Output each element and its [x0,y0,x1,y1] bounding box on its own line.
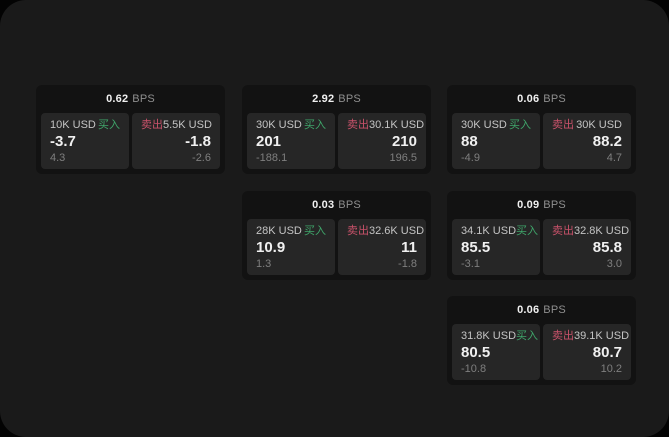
bps-value: 2.92 [312,93,335,105]
bps-value: 0.62 [106,93,129,105]
sell-tile[interactable]: 卖出 30.1K USD 210 196.5 [338,113,426,169]
sell-tile[interactable]: 卖出 39.1K USD 80.7 10.2 [543,324,631,380]
sell-price: 80.7 [592,343,622,361]
bps-unit: BPS [543,304,566,316]
bps-value: 0.03 [312,199,335,211]
bps-header: 0.06 BPS [447,85,636,113]
bps-value: 0.09 [517,199,540,211]
buy-tile[interactable]: 34.1K USD 买入 85.5 -3.1 [452,219,540,275]
buy-side-label: 买入 [516,330,539,342]
sell-amount: 39.1K USD [574,330,630,342]
sell-amount: 30.1K USD [369,119,425,131]
quote-tiles: 31.8K USD 买入 80.5 -10.8 卖出 39.1K USD 80.… [447,324,636,385]
quote-tiles: 30K USD 买入 201 -188.1 卖出 30.1K USD 210 1… [242,113,431,174]
buy-tile[interactable]: 31.8K USD 买入 80.5 -10.8 [452,324,540,380]
sell-price: 210 [391,132,417,150]
sell-side-label: 卖出 [552,330,574,342]
bps-unit: BPS [543,199,566,211]
sell-sub-value: -2.6 [192,152,211,164]
bps-header: 0.06 BPS [447,296,636,324]
bps-header: 2.92 BPS [242,85,431,113]
buy-sub-value: 4.3 [50,152,66,164]
quote-card-1[interactable]: 2.92 BPS 30K USD 买入 201 -188.1 卖出 30.1K U… [242,85,431,174]
sell-price: 11 [401,238,417,256]
sell-tile[interactable]: 卖出 30K USD 88.2 4.7 [543,113,631,169]
bps-unit: BPS [132,93,155,105]
sell-sub-value: 10.2 [600,363,622,375]
bps-unit: BPS [543,93,566,105]
sell-sub-value: 196.5 [389,152,417,164]
sell-side-label: 卖出 [347,225,369,237]
buy-amount: 28K USD [256,225,302,237]
buy-amount: 34.1K USD [461,225,517,237]
sell-side-label: 卖出 [347,119,369,131]
buy-side-label: 买入 [304,119,326,131]
sell-side-label: 卖出 [552,119,574,131]
quote-card-2[interactable]: 0.06 BPS 30K USD 买入 88 -4.9 卖出 30K USD [447,85,636,174]
buy-side-label: 买入 [516,225,539,237]
buy-tile[interactable]: 30K USD 买入 88 -4.9 [452,113,540,169]
buy-sub-value: -4.9 [461,152,480,164]
bps-unit: BPS [338,93,361,105]
bps-value: 0.06 [517,304,540,316]
sell-amount: 32.8K USD [574,225,630,237]
bps-header: 0.03 BPS [242,191,431,219]
buy-price: -3.7 [50,132,76,150]
sell-price: 88.2 [592,132,622,150]
sell-sub-value: -1.8 [398,258,417,270]
quote-card-5[interactable]: 0.06 BPS 31.8K USD 买入 80.5 -10.8 卖出 39.1K… [447,296,636,385]
quote-card-0[interactable]: 0.62 BPS 10K USD 买入 -3.7 4.3 卖出 5.5K USD [36,85,225,174]
quote-tiles: 28K USD 买入 10.9 1.3 卖出 32.6K USD 11 -1.8 [242,219,431,280]
buy-price: 88 [461,132,478,150]
buy-tile[interactable]: 28K USD 买入 10.9 1.3 [247,219,335,275]
buy-amount: 30K USD [256,119,302,131]
buy-price: 10.9 [256,238,286,256]
buy-amount: 30K USD [461,119,507,131]
sell-price: -1.8 [185,132,211,150]
quote-card-3[interactable]: 0.03 BPS 28K USD 买入 10.9 1.3 卖出 32.6K USD [242,191,431,280]
quote-tiles: 10K USD 买入 -3.7 4.3 卖出 5.5K USD -1.8 -2.… [36,113,225,174]
bps-unit: BPS [338,199,361,211]
bps-header: 0.62 BPS [36,85,225,113]
sell-tile[interactable]: 卖出 32.8K USD 85.8 3.0 [543,219,631,275]
sell-sub-value: 3.0 [606,258,622,270]
bps-value: 0.06 [517,93,540,105]
sell-amount: 5.5K USD [163,119,212,131]
sell-sub-value: 4.7 [606,152,622,164]
quote-tiles: 34.1K USD 买入 85.5 -3.1 卖出 32.8K USD 85.8… [447,219,636,280]
buy-amount: 10K USD [50,119,96,131]
buy-sub-value: 1.3 [256,258,272,270]
quote-card-4[interactable]: 0.09 BPS 34.1K USD 买入 85.5 -3.1 卖出 32.8K … [447,191,636,280]
sell-tile[interactable]: 卖出 5.5K USD -1.8 -2.6 [132,113,220,169]
buy-price: 85.5 [461,238,491,256]
buy-side-label: 买入 [98,119,120,131]
sell-side-label: 卖出 [141,119,163,131]
sell-amount: 30K USD [576,119,622,131]
sell-price: 85.8 [592,238,622,256]
buy-sub-value: -3.1 [461,258,480,270]
buy-side-label: 买入 [509,119,531,131]
buy-sub-value: -188.1 [256,152,288,164]
buy-price: 201 [256,132,282,150]
buy-price: 80.5 [461,343,491,361]
buy-sub-value: -10.8 [461,363,487,375]
buy-tile[interactable]: 10K USD 买入 -3.7 4.3 [41,113,129,169]
buy-side-label: 买入 [304,225,326,237]
bps-header: 0.09 BPS [447,191,636,219]
sell-tile[interactable]: 卖出 32.6K USD 11 -1.8 [338,219,426,275]
buy-amount: 31.8K USD [461,330,517,342]
sell-amount: 32.6K USD [369,225,425,237]
buy-tile[interactable]: 30K USD 买入 201 -188.1 [247,113,335,169]
sell-side-label: 卖出 [552,225,574,237]
quote-tiles: 30K USD 买入 88 -4.9 卖出 30K USD 88.2 4.7 [447,113,636,174]
